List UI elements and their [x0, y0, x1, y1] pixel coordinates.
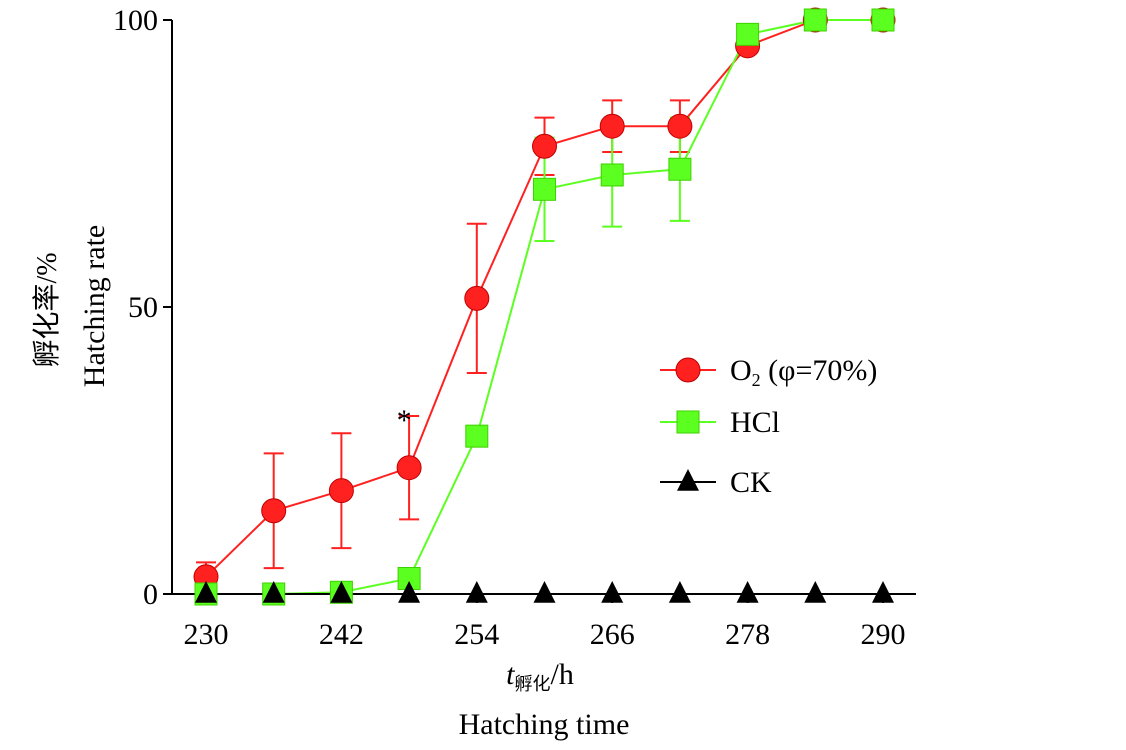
series-markers-1: [194, 8, 895, 606]
data-point: [398, 581, 421, 603]
data-point: [532, 133, 557, 159]
x-tick-label: 254: [454, 618, 499, 651]
data-point: [328, 478, 354, 504]
data-point: [533, 581, 556, 603]
series-1: [206, 19, 883, 595]
data-point: [736, 22, 760, 46]
data-point: [465, 581, 488, 603]
legend-marker: [676, 410, 700, 434]
x-tick-label: 242: [319, 618, 364, 651]
data-point: [871, 8, 895, 32]
data-point: [804, 581, 827, 603]
data-point: [464, 285, 490, 311]
data-point: [396, 455, 422, 481]
series-line: [206, 19, 883, 595]
data-point: [803, 8, 827, 32]
x-tick-label: 278: [725, 618, 770, 651]
data-point: [262, 581, 285, 603]
data-point: [600, 163, 624, 187]
legend-label: HCl: [730, 406, 780, 439]
legend-item-0: O2 (φ=70%): [660, 354, 877, 390]
legend-marker: [675, 357, 701, 383]
x-tick-label: 266: [590, 618, 635, 651]
y-axis-label: 孵化率/%: [31, 252, 63, 367]
data-point: [533, 177, 556, 201]
axis-labels: t孵化/h Hatching time 孵化率/% Hatching rate: [31, 225, 629, 741]
legend-item-2: CK: [660, 466, 772, 499]
y-tick-label: 100: [113, 4, 158, 37]
x-tick-label: 290: [861, 618, 906, 651]
series-layer: *: [193, 7, 896, 606]
legend: O2 (φ=70%) HCl CK: [660, 354, 877, 499]
data-point: [330, 581, 353, 603]
y-tick-label: 0: [143, 578, 158, 611]
data-point: [872, 581, 894, 603]
legend-marker: [677, 469, 699, 491]
axes: 0 50 100 230 242 254 266 278 290: [113, 4, 916, 651]
legend-label: CK: [730, 466, 772, 499]
data-point: [667, 113, 693, 139]
legend-label: O2 (φ=70%): [730, 354, 877, 390]
x-axis-label: t孵化/h: [506, 658, 574, 695]
series-markers-0: [193, 7, 896, 590]
significance-annotation: *: [397, 404, 412, 437]
data-point: [465, 424, 489, 448]
x-axis-label-en: Hatching time: [459, 708, 630, 741]
series-0: [196, 19, 883, 593]
y-axis-label-en: Hatching rate: [78, 225, 111, 387]
series-line: [205, 19, 883, 578]
data-point: [601, 581, 624, 603]
legend-item-1: HCl: [660, 406, 780, 439]
data-point: [736, 581, 759, 603]
data-point: [668, 581, 691, 603]
y-tick-label: 50: [128, 291, 158, 324]
data-point: [599, 113, 625, 139]
x-tick-label: 230: [184, 618, 229, 651]
data-point: [195, 581, 217, 603]
series-markers-2: [195, 581, 894, 603]
data-point: [668, 157, 692, 181]
data-point: [261, 498, 287, 524]
